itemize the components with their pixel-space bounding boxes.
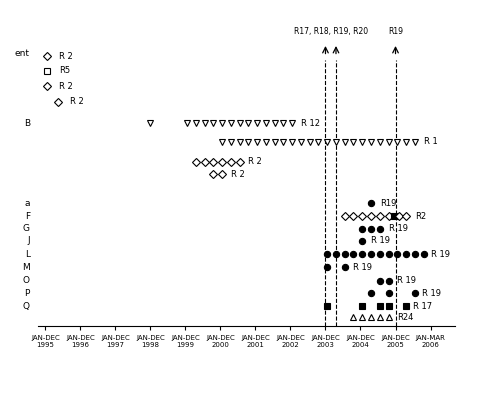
Text: R 2: R 2 xyxy=(70,98,84,107)
Text: R19: R19 xyxy=(380,199,396,208)
Text: R 19: R 19 xyxy=(397,276,416,285)
Text: R 19: R 19 xyxy=(388,224,408,233)
Text: R17, R18, R19, R20: R17, R18, R19, R20 xyxy=(294,27,368,37)
Text: R 1: R 1 xyxy=(423,137,437,146)
Text: G: G xyxy=(23,224,30,233)
Text: R19: R19 xyxy=(388,27,403,37)
Text: L: L xyxy=(25,250,30,259)
Text: P: P xyxy=(24,289,30,298)
Text: M: M xyxy=(22,263,30,272)
Text: R2: R2 xyxy=(415,212,426,221)
Text: Q: Q xyxy=(23,302,30,311)
Text: R 2: R 2 xyxy=(59,82,73,91)
Text: a: a xyxy=(24,199,30,208)
Text: R 12: R 12 xyxy=(301,119,320,128)
Text: R5: R5 xyxy=(59,66,70,75)
Text: F: F xyxy=(25,212,30,221)
Text: R 19: R 19 xyxy=(422,289,441,298)
Text: R 19: R 19 xyxy=(431,250,449,259)
Text: R 19: R 19 xyxy=(371,236,390,245)
Text: R24: R24 xyxy=(397,313,414,322)
Text: ent: ent xyxy=(15,49,30,58)
Text: R 17: R 17 xyxy=(413,302,432,311)
Text: R 2: R 2 xyxy=(231,170,245,179)
Text: R 2: R 2 xyxy=(59,52,73,61)
Text: R 2: R 2 xyxy=(249,158,262,166)
Text: O: O xyxy=(23,276,30,285)
Text: B: B xyxy=(24,119,30,128)
Text: J: J xyxy=(27,236,30,245)
Text: R 19: R 19 xyxy=(354,263,373,272)
